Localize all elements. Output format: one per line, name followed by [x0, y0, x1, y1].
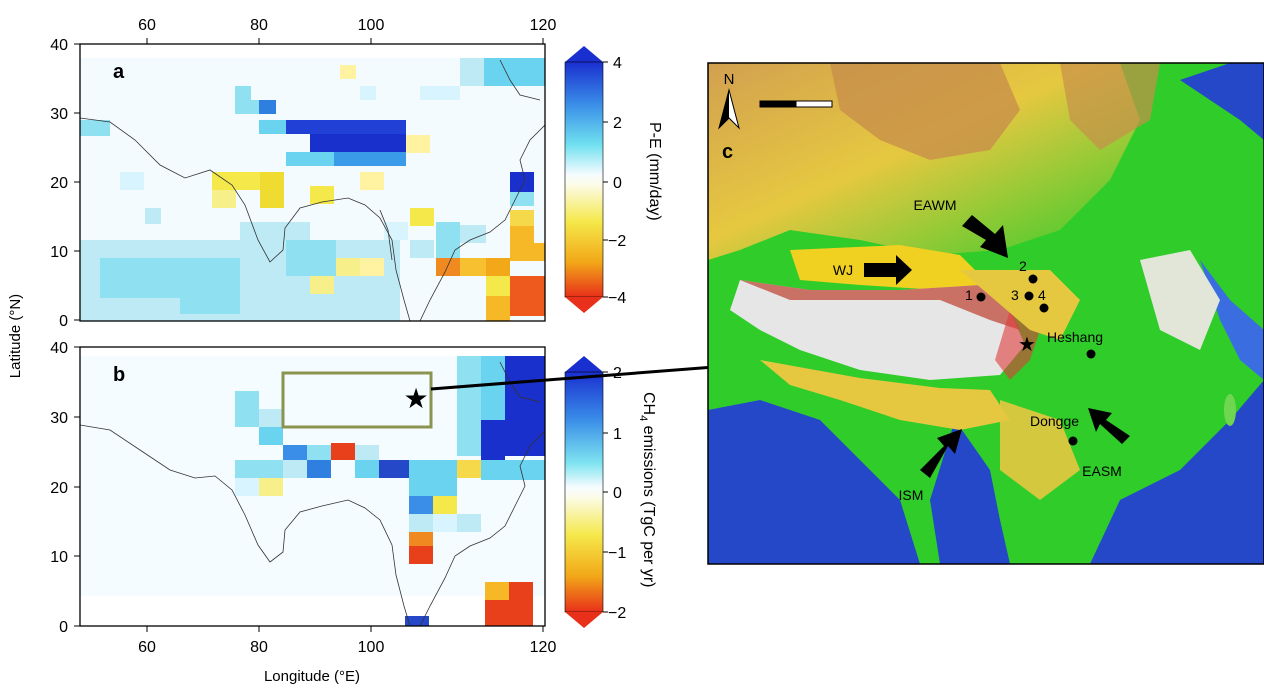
panel-b-grid-cells	[80, 347, 545, 626]
panel-a-y-ticks: 0 10 20 30 40	[50, 37, 68, 330]
site-2-label: 2	[1019, 258, 1027, 274]
panel-a: a 60 80 100 120 0 10 20 30 40 4 2 0	[50, 17, 663, 330]
wj-label: WJ	[833, 262, 853, 278]
study-site-star: ★	[403, 383, 428, 414]
panel-c: N c EAWM WJ ISM EASM	[707, 62, 1264, 565]
site-2-marker	[1028, 274, 1038, 284]
site-4-marker	[1039, 303, 1049, 313]
eawm-arrow	[962, 215, 1008, 258]
study-site-star-map: ★	[1018, 334, 1036, 356]
panel-a-cb-tick: 4	[613, 55, 622, 72]
panel-b-x-tick: 80	[250, 639, 268, 656]
easm-label: EASM	[1082, 463, 1122, 479]
easm-arrow	[1088, 408, 1130, 444]
scale-bar	[759, 100, 833, 108]
panel-a-cb-tick: −4	[608, 290, 626, 307]
panel-a-y-tick: 0	[59, 313, 68, 330]
north-label: N	[724, 71, 735, 88]
panel-b-cb-label-main: CH	[640, 392, 657, 415]
site-1-marker	[976, 292, 986, 302]
ism-arrow	[920, 429, 962, 478]
panel-b-cb-tick: 0	[613, 485, 622, 502]
panel-b-x-tick: 120	[530, 639, 557, 656]
panel-a-cb-label: P-E (mm/day)	[646, 122, 663, 221]
panel-b-cb-label-rest: emissions (TgC per yr)	[640, 421, 657, 587]
panel-b-x-tick: 60	[138, 639, 156, 656]
panel-b-y-tick: 30	[50, 410, 68, 427]
site-3-marker	[1024, 291, 1034, 301]
site-markers: ★	[976, 274, 1096, 446]
panel-a-y-tick: 40	[50, 37, 68, 54]
panel-b-y-tick: 40	[50, 340, 68, 357]
panel-a-x-tick: 60	[138, 17, 156, 34]
panel-a-y-tick: 30	[50, 106, 68, 123]
panel-a-x-tick: 120	[530, 17, 557, 34]
panel-b-y-tick: 0	[59, 619, 68, 636]
y-axis-label: Latitude (°N)	[7, 294, 24, 378]
panel-a-cb-tick: −2	[608, 233, 626, 250]
panel-b-x-tick: 100	[358, 639, 385, 656]
dongge-marker	[1068, 436, 1078, 446]
panel-a-x-tick: 80	[250, 17, 268, 34]
panel-a-cb-tick: 2	[613, 115, 622, 132]
panel-b-cb-tick: −1	[608, 545, 626, 562]
panel-b-cb-label: CH4 emissions (TgC per yr)	[637, 392, 657, 587]
panel-b-cb-label-sub: 4	[637, 415, 649, 421]
panel-b-x-ticks: 60 80 100 120	[138, 639, 556, 656]
x-axis-label: Longitude (°E)	[264, 668, 360, 685]
panel-c-letter: c	[722, 141, 733, 163]
site-3-label: 3	[1011, 287, 1019, 303]
panel-b-cb-tick: −2	[608, 605, 626, 622]
panel-b-y-tick: 20	[50, 480, 68, 497]
panel-a-x-ticks: 60 80 100 120	[138, 17, 556, 34]
panel-a-grid-cells	[80, 44, 545, 321]
site-1-label: 1	[965, 287, 973, 303]
site-4-label: 4	[1038, 287, 1046, 303]
panel-b: ★ b 60 80 100 120 0 10 20 30 40	[50, 340, 657, 656]
heshang-marker	[1086, 349, 1096, 359]
panel-a-letter: a	[113, 61, 125, 83]
eawm-label: EAWM	[913, 197, 956, 213]
ism-label: ISM	[899, 487, 924, 503]
north-arrow: N	[718, 71, 740, 130]
heshang-label: Heshang	[1047, 329, 1103, 345]
wj-arrow	[864, 255, 912, 285]
panel-b-cb-tick: 1	[613, 426, 622, 443]
panel-b-letter: b	[113, 364, 125, 386]
relief-map	[708, 63, 1264, 564]
panel-a-y-tick: 20	[50, 175, 68, 192]
panel-b-y-tick: 10	[50, 549, 68, 566]
study-region-box	[281, 371, 433, 429]
panel-b-y-ticks: 0 10 20 30 40	[50, 340, 68, 636]
panel-a-colorbar: 4 2 0 −2 −4 P-E (mm/day)	[564, 46, 663, 313]
dongge-label: Dongge	[1030, 413, 1079, 429]
panel-b-colorbar: 2 1 0 −1 −2 CH4 emissions (TgC per yr)	[564, 356, 657, 628]
panel-a-x-tick: 100	[358, 17, 385, 34]
panel-a-y-tick: 10	[50, 244, 68, 261]
panel-a-cb-tick: 0	[613, 175, 622, 192]
